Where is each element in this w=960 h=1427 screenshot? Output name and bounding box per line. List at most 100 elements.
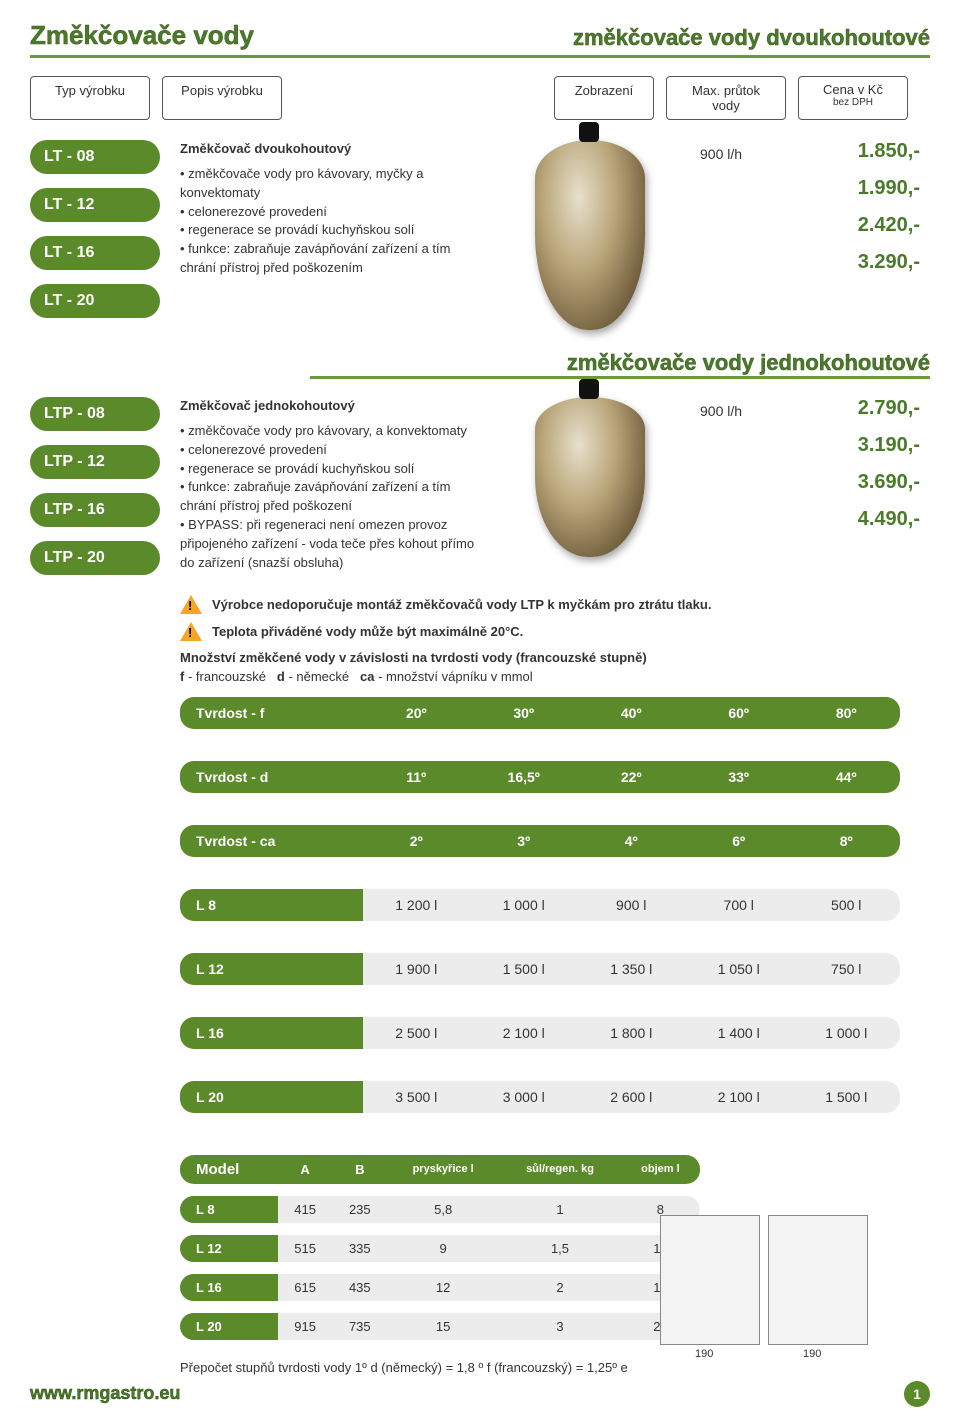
table-cell: 20º bbox=[363, 697, 470, 729]
product-image bbox=[535, 140, 645, 330]
table-cell: 335 bbox=[332, 1235, 387, 1262]
table-header: sůl/regen. kg bbox=[499, 1155, 621, 1184]
table-cell: 6º bbox=[685, 825, 792, 857]
table-cell: 435 bbox=[332, 1274, 387, 1301]
table-row-label: Tvrdost - ca bbox=[180, 825, 363, 857]
table-cell: 2 100 l bbox=[470, 1017, 577, 1049]
warning-2: Teplota přiváděné vody může být maximáln… bbox=[180, 622, 930, 641]
price: 3.290,- bbox=[820, 251, 920, 274]
table-cell: 1,5 bbox=[499, 1235, 621, 1262]
price: 4.490,- bbox=[820, 508, 920, 531]
table-cell: 1 900 l bbox=[363, 953, 470, 985]
table-cell: 735 bbox=[332, 1313, 387, 1340]
table-cell: 44º bbox=[792, 761, 900, 793]
table-cell: 3º bbox=[470, 825, 577, 857]
intro-f-text: - francouzské bbox=[188, 669, 266, 684]
table-cell: 1 350 l bbox=[577, 953, 684, 985]
flow-value: 900 l/h bbox=[700, 397, 800, 575]
table-cell: 1 200 l bbox=[363, 889, 470, 921]
table-cell: 750 l bbox=[792, 953, 900, 985]
footer-note: Přepočet stupňů tvrdosti vody 1º d (něme… bbox=[180, 1360, 930, 1375]
desc-line: • funkce: zabraňuje zavápňování zařízení… bbox=[180, 478, 480, 516]
col-cena: Cena v Kč bez DPH bbox=[798, 76, 908, 120]
table-cell: 9 bbox=[387, 1235, 499, 1262]
table-cell: 915 bbox=[278, 1313, 333, 1340]
price: 3.190,- bbox=[820, 434, 920, 457]
table-cell: 1 000 l bbox=[792, 1017, 900, 1049]
intro-d-text: - německé bbox=[288, 669, 349, 684]
warning-1: Výrobce nedoporučuje montáž změkčovačů v… bbox=[180, 595, 930, 614]
desc-title: Změkčovač jednokohoutový bbox=[180, 397, 480, 416]
table-cell: 900 l bbox=[577, 889, 684, 921]
warning-icon bbox=[180, 622, 202, 641]
table-cell: 8º bbox=[792, 825, 900, 857]
table-cell: 1 800 l bbox=[577, 1017, 684, 1049]
table-cell: 60º bbox=[685, 697, 792, 729]
table-cell: 1 500 l bbox=[792, 1081, 900, 1113]
table-row-label: L 12 bbox=[180, 1235, 278, 1262]
desc-title: Změkčovač dvoukohoutový bbox=[180, 140, 480, 159]
intro-line1: Množství změkčené vody v závislosti na t… bbox=[180, 650, 647, 665]
table-cell: 615 bbox=[278, 1274, 333, 1301]
table-header: B bbox=[332, 1155, 387, 1184]
intro-text: Množství změkčené vody v závislosti na t… bbox=[180, 649, 930, 687]
table-header: pryskyřice l bbox=[387, 1155, 499, 1184]
section-title-ltp: změkčovače vody jednokohoutové bbox=[30, 350, 930, 376]
divider bbox=[30, 55, 930, 58]
hardness-table: Tvrdost - f20º30º40º60º80ºTvrdost - d11º… bbox=[180, 697, 900, 1145]
table-cell: 1 500 l bbox=[470, 953, 577, 985]
table-cell: 2º bbox=[363, 825, 470, 857]
table-cell: 1 050 l bbox=[685, 953, 792, 985]
column-headers: Typ výrobku Popis výrobku Zobrazení Max.… bbox=[30, 76, 930, 120]
table-row-label: Tvrdost - d bbox=[180, 761, 363, 793]
page-title-left: Změkčovače vody bbox=[30, 20, 254, 51]
table-cell: 500 l bbox=[792, 889, 900, 921]
dimension-diagrams bbox=[660, 1195, 890, 1345]
diagram-a bbox=[660, 1215, 760, 1345]
table-row-label: L 8 bbox=[180, 1196, 278, 1223]
table-cell: 2 bbox=[499, 1274, 621, 1301]
price: 1.990,- bbox=[820, 177, 920, 200]
diagram-b bbox=[768, 1215, 868, 1345]
col-max: Max. průtok vody bbox=[666, 76, 786, 120]
table-cell: 5,8 bbox=[387, 1196, 499, 1223]
price: 2.420,- bbox=[820, 214, 920, 237]
desc-line: • změkčovače vody pro kávovary, a konvek… bbox=[180, 422, 480, 441]
intro-ca: ca bbox=[360, 669, 374, 684]
table-header: A bbox=[278, 1155, 333, 1184]
col-cena-label: Cena v Kč bbox=[823, 82, 883, 97]
price: 2.790,- bbox=[820, 397, 920, 420]
table-cell: 1 bbox=[499, 1196, 621, 1223]
table-row-label: L 16 bbox=[180, 1274, 278, 1301]
model-table: ModelABpryskyřice lsůl/regen. kgobjem lL… bbox=[180, 1155, 700, 1352]
code-pill: LTP - 12 bbox=[30, 445, 160, 479]
intro-f: f bbox=[180, 669, 184, 684]
table-cell: 515 bbox=[278, 1235, 333, 1262]
desc-line: • funkce: zabraňuje zavápňování zařízení… bbox=[180, 240, 480, 278]
code-pill: LTP - 16 bbox=[30, 493, 160, 527]
table-cell: 2 100 l bbox=[685, 1081, 792, 1113]
table-cell: 235 bbox=[332, 1196, 387, 1223]
table-cell: 4º bbox=[577, 825, 684, 857]
desc-line: • regenerace se provádí kuchyňskou solí bbox=[180, 221, 480, 240]
table-cell: 30º bbox=[470, 697, 577, 729]
page-title-right: změkčovače vody dvoukohoutové bbox=[573, 25, 930, 51]
warning-text: Výrobce nedoporučuje montáž změkčovačů v… bbox=[212, 597, 711, 612]
table-cell: 22º bbox=[577, 761, 684, 793]
table-cell: 2 600 l bbox=[577, 1081, 684, 1113]
table-row-label: L 12 bbox=[180, 953, 363, 985]
code-pill: LT - 12 bbox=[30, 188, 160, 222]
table-cell: 2 500 l bbox=[363, 1017, 470, 1049]
intro-d: d bbox=[277, 669, 285, 684]
table-cell: 15 bbox=[387, 1313, 499, 1340]
col-cena-sub: bez DPH bbox=[809, 97, 897, 108]
table-row-label: L 20 bbox=[180, 1313, 278, 1340]
intro-ca-text: - množství vápníku v mmol bbox=[378, 669, 533, 684]
table-cell: 16,5º bbox=[470, 761, 577, 793]
warning-icon bbox=[180, 595, 202, 614]
desc-line: • BYPASS: při regeneraci není omezen pro… bbox=[180, 516, 480, 573]
table-row-label: L 8 bbox=[180, 889, 363, 921]
code-pill: LTP - 20 bbox=[30, 541, 160, 575]
price: 3.690,- bbox=[820, 471, 920, 494]
code-pill: LT - 08 bbox=[30, 140, 160, 174]
